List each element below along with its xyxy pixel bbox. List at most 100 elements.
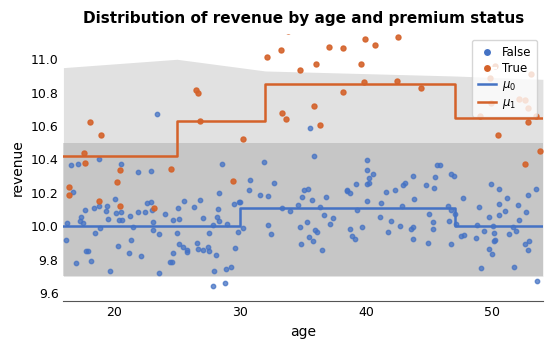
- Point: [514, 203, 523, 208]
- Point: [183, 248, 192, 253]
- Point: [396, 223, 405, 229]
- Point: [494, 187, 503, 192]
- Point: [486, 75, 495, 80]
- Point: [62, 220, 71, 226]
- Point: [264, 223, 273, 228]
- Point: [446, 171, 455, 177]
- Point: [227, 265, 235, 270]
- Point: [263, 54, 271, 60]
- Point: [203, 244, 212, 249]
- Point: [384, 229, 393, 234]
- Point: [310, 103, 319, 109]
- Point: [505, 231, 514, 237]
- Point: [502, 195, 511, 201]
- Point: [398, 203, 407, 209]
- Point: [134, 210, 142, 215]
- Point: [430, 174, 439, 180]
- Point: [343, 187, 352, 192]
- Point: [149, 205, 158, 210]
- Point: [351, 181, 360, 187]
- Point: [328, 215, 337, 220]
- Point: [410, 197, 419, 202]
- Point: [84, 248, 93, 253]
- Point: [213, 214, 222, 220]
- Point: [424, 240, 433, 246]
- Point: [521, 97, 530, 102]
- Point: [112, 210, 121, 216]
- Point: [515, 217, 524, 222]
- Point: [319, 212, 328, 218]
- Point: [183, 249, 192, 255]
- Point: [71, 260, 80, 266]
- Point: [387, 218, 396, 224]
- Point: [346, 226, 355, 232]
- Point: [362, 198, 371, 204]
- Point: [491, 64, 500, 69]
- Point: [526, 71, 535, 77]
- Point: [494, 132, 502, 138]
- Point: [358, 224, 367, 230]
- Point: [134, 169, 142, 175]
- Point: [126, 238, 135, 243]
- Point: [524, 247, 533, 253]
- Point: [192, 88, 201, 93]
- Point: [147, 207, 156, 213]
- Point: [435, 163, 444, 168]
- Point: [168, 218, 177, 223]
- Point: [325, 222, 334, 227]
- Point: [488, 251, 497, 257]
- Point: [525, 238, 534, 244]
- Point: [168, 251, 177, 256]
- Point: [67, 162, 76, 168]
- Point: [221, 281, 230, 286]
- Point: [325, 44, 334, 50]
- Point: [456, 233, 465, 238]
- Point: [347, 234, 356, 239]
- Point: [208, 222, 217, 228]
- Point: [451, 211, 460, 217]
- Point: [81, 161, 90, 166]
- Point: [368, 171, 377, 177]
- Point: [179, 199, 188, 204]
- Point: [199, 215, 208, 221]
- Point: [148, 220, 157, 225]
- Point: [520, 162, 529, 167]
- Point: [104, 216, 112, 222]
- Point: [535, 148, 544, 153]
- Point: [223, 221, 232, 227]
- Point: [480, 228, 489, 233]
- Point: [102, 204, 111, 209]
- Point: [297, 195, 306, 200]
- Point: [198, 318, 207, 324]
- Point: [278, 205, 286, 210]
- Point: [409, 224, 418, 230]
- Point: [75, 218, 84, 224]
- Point: [244, 187, 253, 192]
- Point: [524, 105, 532, 111]
- Point: [233, 230, 242, 235]
- Point: [365, 180, 373, 186]
- Point: [491, 237, 500, 243]
- Point: [166, 167, 175, 172]
- Point: [364, 175, 373, 181]
- Point: [245, 177, 254, 183]
- Point: [264, 193, 273, 199]
- Point: [421, 182, 430, 188]
- Point: [129, 224, 137, 230]
- Point: [208, 283, 217, 288]
- Point: [210, 268, 219, 273]
- Point: [447, 207, 455, 213]
- Point: [212, 252, 220, 258]
- Point: [316, 204, 325, 210]
- Point: [417, 85, 425, 91]
- Point: [136, 253, 145, 259]
- Point: [342, 188, 351, 193]
- Point: [451, 222, 460, 227]
- Point: [65, 184, 74, 190]
- Point: [352, 208, 361, 213]
- Point: [125, 250, 134, 255]
- Point: [285, 209, 294, 214]
- Point: [117, 217, 126, 223]
- Point: [363, 158, 372, 163]
- Point: [230, 201, 239, 207]
